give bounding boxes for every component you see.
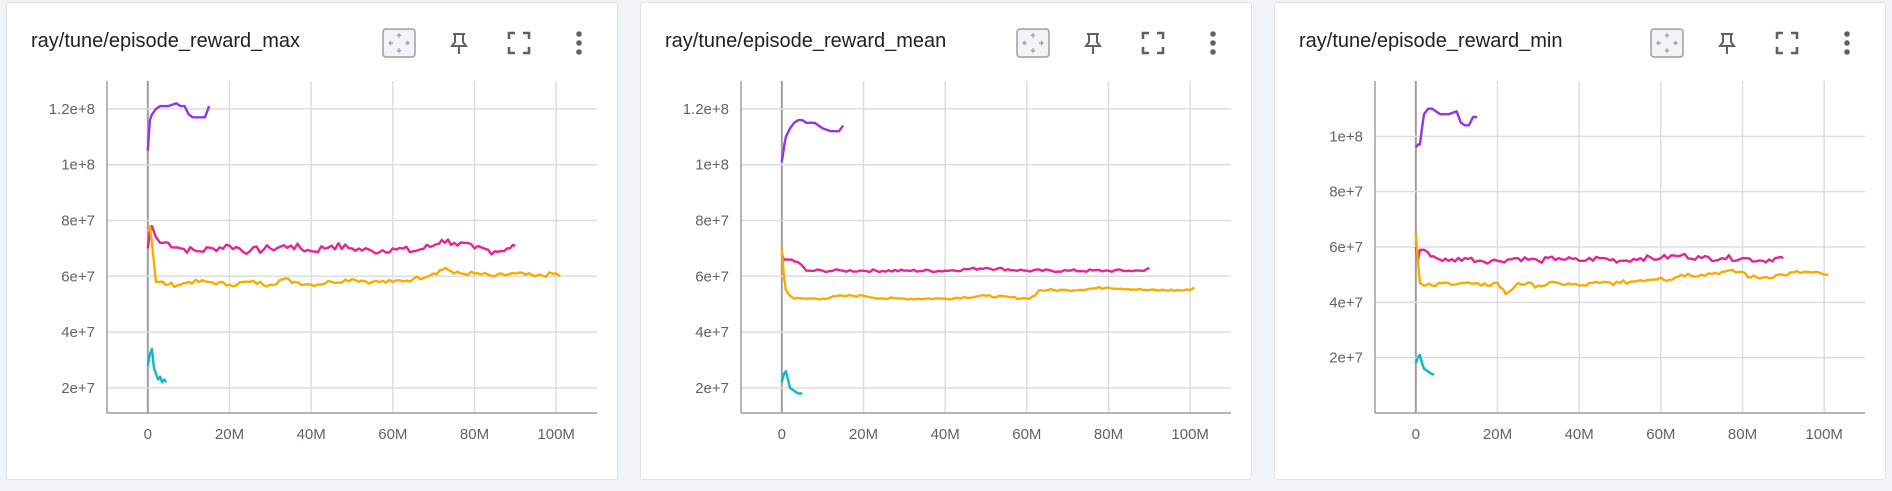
x-tick-label: 100M: [1805, 426, 1843, 443]
more-vert-icon[interactable]: [1829, 25, 1865, 61]
x-tick-label: 40M: [1565, 426, 1594, 443]
chart-card: ray/tune/episode_reward_min 0 20M 40M 60M 80M…: [1274, 2, 1886, 480]
more-vert-icon[interactable]: [561, 25, 597, 61]
chart-card: ray/tune/episode_reward_mean 0 20M 40M 60M 80…: [640, 2, 1252, 480]
y-tick-label: 2e+7: [695, 380, 729, 397]
series-line: [146, 347, 168, 384]
fullscreen-icon[interactable]: [1135, 25, 1171, 61]
x-tick-label: 100M: [1171, 426, 1209, 443]
fit-domain-icon[interactable]: [381, 25, 417, 61]
x-tick-label: 40M: [297, 426, 326, 443]
series-line: [1414, 246, 1784, 265]
y-tick-label: 8e+7: [1329, 184, 1363, 201]
fullscreen-icon[interactable]: [501, 25, 537, 61]
x-tick-label: 0: [144, 426, 152, 443]
y-tick-label: 4e+7: [61, 324, 95, 341]
y-tick-label: 1e+8: [61, 157, 95, 174]
chart-title: ray/tune/episode_reward_min: [1299, 30, 1563, 52]
pin-icon[interactable]: [1709, 25, 1745, 61]
y-tick-label: 6e+7: [695, 268, 729, 285]
y-tick-label: 6e+7: [1329, 239, 1363, 256]
series-line: [1414, 353, 1435, 376]
y-tick-label: 1.2e+8: [683, 101, 729, 118]
series-line: [146, 224, 561, 289]
x-tick-label: 100M: [537, 426, 575, 443]
chart-card: ray/tune/episode_reward_max 0 20M 40M 60M 80M…: [6, 2, 618, 480]
x-tick-label: 80M: [1094, 426, 1123, 443]
y-tick-label: 8e+7: [695, 212, 729, 229]
x-tick-label: 60M: [1646, 426, 1675, 443]
x-tick-label: 20M: [1483, 426, 1512, 443]
fullscreen-icon[interactable]: [1769, 25, 1805, 61]
series-line: [146, 102, 211, 151]
x-tick-label: 0: [1412, 426, 1420, 443]
x-tick-label: 40M: [931, 426, 960, 443]
x-tick-label: 60M: [1012, 426, 1041, 443]
chart-title: ray/tune/episode_reward_mean: [665, 30, 947, 52]
x-tick-label: 20M: [215, 426, 244, 443]
series-line: [780, 118, 845, 163]
y-tick-label: 1e+8: [695, 157, 729, 174]
series-line: [780, 370, 803, 395]
y-tick-label: 1e+8: [1329, 128, 1363, 145]
y-tick-label: 2e+7: [1329, 350, 1363, 367]
series-line: [780, 248, 1195, 301]
y-tick-label: 4e+7: [695, 324, 729, 341]
series-line: [1414, 233, 1829, 296]
x-tick-label: 0: [778, 426, 786, 443]
chart-toolbar: [1649, 25, 1865, 61]
chart-toolbar: [1015, 25, 1231, 61]
chart-title: ray/tune/episode_reward_max: [31, 30, 301, 52]
y-tick-label: 4e+7: [1329, 294, 1363, 311]
y-tick-label: 2e+7: [61, 380, 95, 397]
line-chart[interactable]: 0 20M 40M 60M 80M 100M 2e+7 4e+7 6e+7 8e+7 1e+8 1.2…: [7, 63, 619, 463]
line-chart[interactable]: 0 20M 40M 60M 80M 100M 2e+7 4e+7 6e+7 8e+7 1e+8 1.2…: [641, 63, 1253, 463]
chart-toolbar: [381, 25, 597, 61]
x-tick-label: 20M: [849, 426, 878, 443]
line-chart[interactable]: 0 20M 40M 60M 80M 100M 2e+7 4e+7 6e+7 8e+7 1e+8: [1275, 63, 1887, 463]
pin-icon[interactable]: [441, 25, 477, 61]
y-tick-label: 6e+7: [61, 268, 95, 285]
series-line: [780, 253, 1150, 274]
pin-icon[interactable]: [1075, 25, 1111, 61]
x-tick-label: 60M: [378, 426, 407, 443]
y-tick-label: 1.2e+8: [49, 101, 95, 118]
more-vert-icon[interactable]: [1195, 25, 1231, 61]
x-tick-label: 80M: [460, 426, 489, 443]
x-tick-label: 80M: [1728, 426, 1757, 443]
series-line: [1414, 107, 1478, 149]
fit-domain-icon[interactable]: [1649, 25, 1685, 61]
series-line: [146, 224, 516, 256]
y-tick-label: 8e+7: [61, 212, 95, 229]
fit-domain-icon[interactable]: [1015, 25, 1051, 61]
